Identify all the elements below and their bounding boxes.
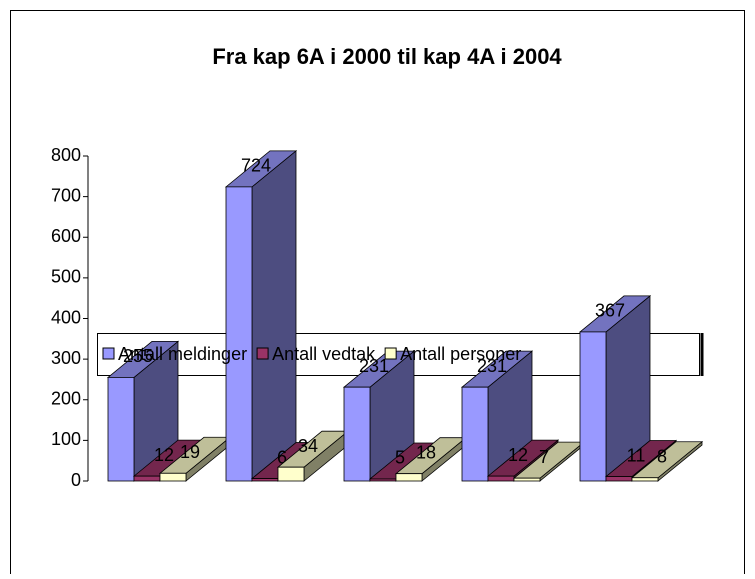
legend-label: Antall vedtak [272,344,376,364]
y-tick-label: 500 [51,267,81,287]
bar [107,377,135,482]
value-label: 367 [595,301,625,321]
value-label: 255 [123,346,153,366]
legend-swatch [256,347,269,360]
bar [513,477,541,482]
legend-swatch [102,347,115,360]
value-label: 231 [359,356,389,376]
value-label: 12 [508,445,528,465]
bar [487,475,515,482]
y-tick-label: 200 [51,389,81,409]
value-label: 7 [539,447,549,467]
bar [343,386,371,482]
y-tick-label: 0 [71,470,81,490]
bar [579,331,607,482]
bar [133,475,161,482]
legend-label: Antall meldinger [118,344,247,364]
bar-side [251,150,297,482]
value-label: 8 [657,447,667,467]
y-tick-label: 800 [51,145,81,165]
y-tick-label: 700 [51,185,81,205]
value-label: 18 [416,442,436,462]
value-label: 12 [154,445,174,465]
y-tick-label: 400 [51,307,81,327]
value-label: 11 [627,445,646,465]
bar [277,466,305,482]
legend-swatch [384,347,397,360]
bar [631,477,659,482]
bar [369,478,397,482]
y-tick-label: 600 [51,226,81,246]
bar [605,476,633,482]
value-label: 34 [298,436,318,456]
bar [461,386,489,482]
chart-title: Fra kap 6A i 2000 til kap 4A i 2004 [212,44,562,69]
value-label: 724 [241,156,271,176]
value-label: 19 [180,442,200,462]
value-label: 231 [477,356,507,376]
bar [251,478,279,482]
value-label: 6 [277,447,287,467]
legend-label: Antall personer [400,344,521,364]
y-tick-label: 100 [51,429,81,449]
value-label: 5 [395,448,405,468]
bar [395,473,423,482]
bar [225,186,253,482]
y-tick-label: 300 [51,348,81,368]
bar [159,472,187,482]
chart-frame [10,10,745,579]
